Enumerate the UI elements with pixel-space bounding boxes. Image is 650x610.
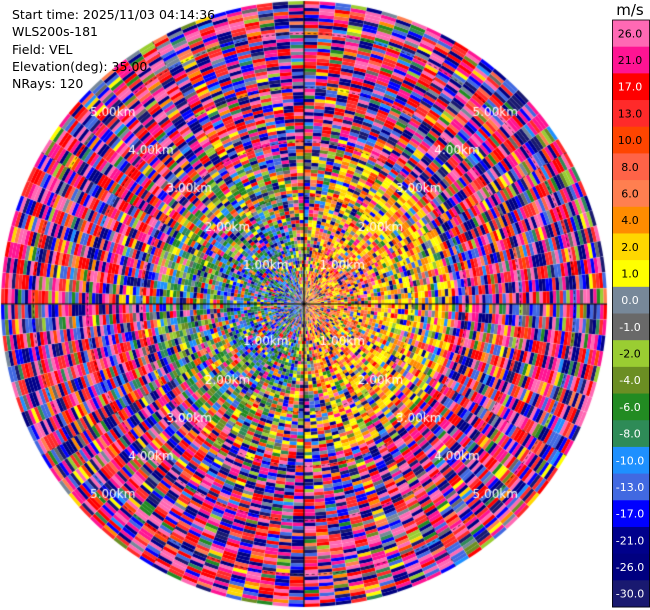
colorbar-swatch (612, 20, 650, 48)
colorbar-swatch (612, 153, 650, 181)
colorbar-swatch (612, 553, 650, 581)
station-label: WLS200s-181 (12, 24, 98, 40)
colorbar-label: 6.0 (621, 187, 639, 200)
colorbar-swatch (612, 446, 650, 475)
colorbar-label: -2.0 (619, 348, 640, 361)
colorbar-swatch (612, 126, 650, 154)
colorbar-label: -13.0 (616, 481, 644, 494)
field-label: Field: VEL (12, 41, 73, 57)
colorbar-swatch (612, 366, 650, 395)
colorbar-label: -26.0 (616, 561, 644, 574)
colorbar-label: 17.0 (618, 81, 643, 94)
colorbar-swatch (612, 393, 650, 421)
nrays-label: NRays: 120 (12, 76, 84, 92)
colorbar-label: 26.0 (618, 27, 643, 40)
colorbar-swatch (612, 206, 650, 234)
colorbar-swatch (612, 526, 650, 555)
colorbar-label: 10.0 (618, 134, 643, 147)
colorbar-label: 0.0 (621, 294, 639, 307)
colorbar-label: 21.0 (618, 54, 643, 67)
colorbar-label: -6.0 (619, 401, 640, 414)
colorbar-swatch (612, 260, 650, 288)
colorbar-label: 8.0 (621, 161, 639, 174)
colorbar-label: -4.0 (619, 374, 640, 387)
elevation-label: Elevation(deg): 35.00 (12, 58, 148, 74)
colorbar-swatch (612, 580, 650, 608)
colorbar-label: -21.0 (616, 534, 644, 547)
start-time-label: Start time: 2025/11/03 04:14:36 (12, 7, 216, 22)
colorbar-label: 1.0 (621, 267, 639, 280)
velocity-ppi-plot (0, 0, 610, 610)
colorbar-swatch (612, 286, 650, 314)
colorbar-swatch (612, 73, 650, 101)
colorbar-label: -17.0 (616, 508, 644, 521)
colorbar-swatch (612, 180, 650, 208)
colorbar-swatch (612, 340, 650, 368)
colorbar-swatch (612, 500, 650, 528)
colorbar-label: 2.0 (621, 241, 639, 254)
colorbar-label: -10.0 (616, 454, 644, 467)
colorbar-swatch (612, 46, 650, 74)
colorbar: m/s 26.0 21.0 17.0 13.0 10.0 8.0 6.0 4.0 2.0 1.0 0.… (612, 1, 650, 608)
colorbar-label: 4.0 (621, 214, 639, 227)
colorbar-unit: m/s (616, 1, 644, 19)
colorbar-label: 13.0 (618, 107, 643, 120)
colorbar-label: -8.0 (619, 428, 640, 441)
colorbar-label: -30.0 (616, 588, 644, 601)
colorbar-swatch (612, 100, 650, 128)
scan-info: Start time: 2025/11/03 04:14:36 WLS200s-… (12, 6, 215, 92)
colorbar-swatch (612, 473, 650, 501)
colorbar-swatch (612, 233, 650, 261)
colorbar-swatch (612, 313, 650, 341)
colorbar-label: -1.0 (619, 321, 640, 334)
colorbar-swatch (612, 420, 650, 448)
